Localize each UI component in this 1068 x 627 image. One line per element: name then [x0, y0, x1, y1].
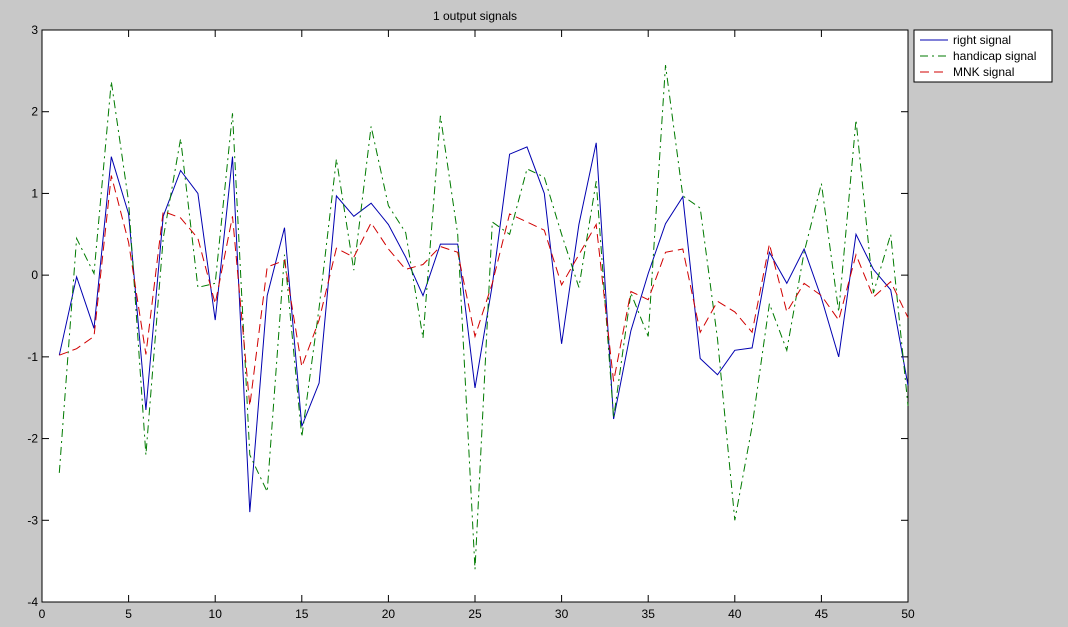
legend-box [913, 29, 1053, 83]
series-layer [58, 65, 909, 570]
legend-label: handicap signal [953, 49, 1036, 63]
series-line-handicap-signal [58, 65, 909, 570]
x-tick-label: 30 [555, 607, 569, 621]
y-axis: 3 2 1 0 -1 -2 -3 -4 [27, 23, 908, 609]
y-tick-label: -4 [27, 595, 38, 609]
x-tick-label: 10 [209, 607, 223, 621]
y-tick-label: 2 [31, 105, 38, 119]
x-tick-label: 50 [901, 607, 915, 621]
chart-title: 1 output signals [433, 9, 517, 23]
y-tick-label: 3 [31, 23, 38, 37]
plot-area [41, 29, 909, 603]
y-tick-label: -2 [27, 432, 38, 446]
legend-label: right signal [953, 33, 1011, 47]
x-tick-label: 25 [468, 607, 482, 621]
series-line-mnk-signal [59, 175, 909, 406]
x-tick-label: 0 [39, 607, 46, 621]
x-tick-label: 15 [295, 607, 309, 621]
x-tick-label: 35 [642, 607, 656, 621]
y-tick-label: 0 [31, 268, 38, 282]
x-tick-label: 20 [382, 607, 396, 621]
series-line-right-signal [58, 142, 909, 513]
x-tick-label: 45 [815, 607, 829, 621]
y-tick-label: 1 [31, 186, 38, 200]
y-tick-label: -3 [27, 513, 38, 527]
y-tick-label: -1 [27, 350, 38, 364]
x-axis: 0 5 10 15 20 25 30 35 40 45 50 [39, 30, 915, 621]
x-tick-label: 40 [728, 607, 742, 621]
legend-label: MNK signal [953, 65, 1014, 79]
x-tick-label: 5 [125, 607, 132, 621]
legend: right signal handicap signal MNK signal [913, 29, 1053, 83]
